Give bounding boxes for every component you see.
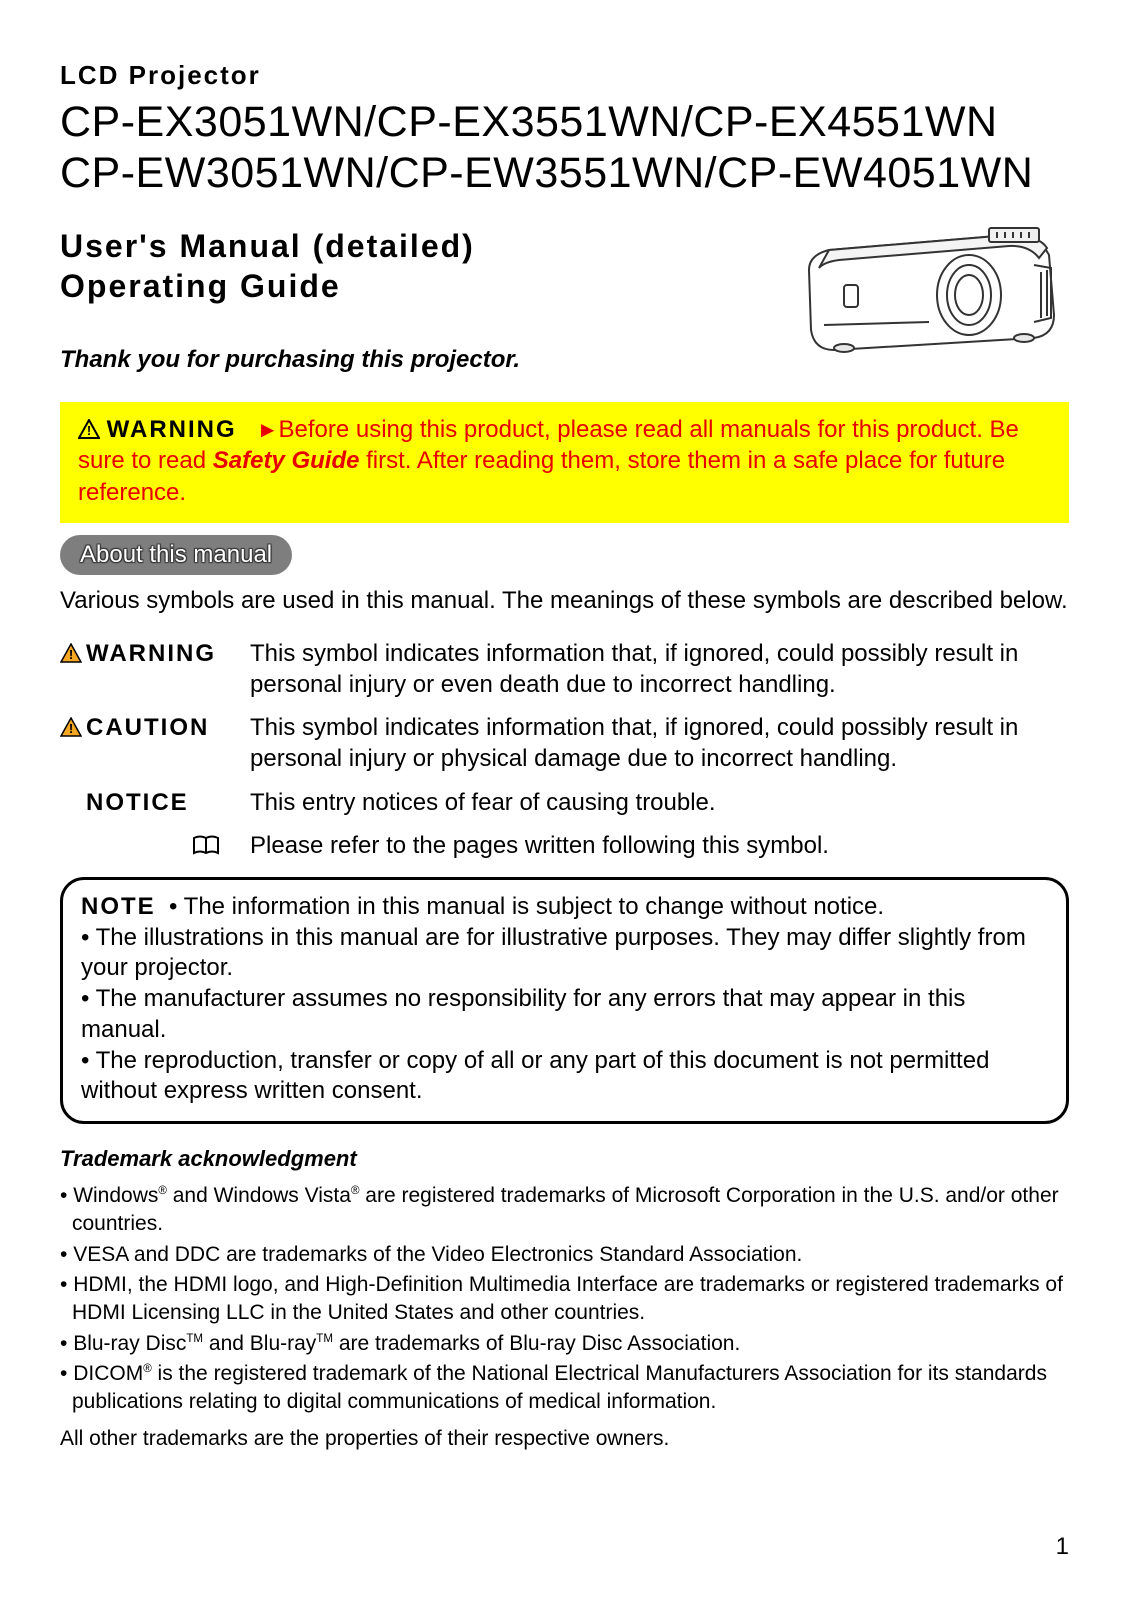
book-icon	[192, 832, 220, 859]
trademark-heading: Trademark acknowledgment	[60, 1146, 1069, 1172]
model-line-2: CP-EW3051WN/CP-EW3551WN/CP-EW4051WN	[60, 150, 1069, 197]
trademark-item: • Windows® and Windows Vista® are regist…	[60, 1182, 1069, 1239]
warning-label: WARNING	[107, 416, 237, 443]
page-number: 1	[1056, 1533, 1069, 1561]
about-manual-tab: About this manual	[60, 535, 292, 575]
warning-symbol-desc: This symbol indicates information that, …	[250, 638, 1069, 700]
symbol-row-caution: ! CAUTION This symbol indicates informat…	[60, 712, 1069, 774]
notice-symbol-label: NOTICE	[86, 787, 189, 818]
note-box: NOTE • The information in this manual is…	[60, 877, 1069, 1124]
note-item-0: The information in this manual is subjec…	[184, 893, 884, 920]
note-item-3: The reproduction, transfer or copy of al…	[81, 1047, 989, 1105]
warning-triangle-icon: !	[60, 638, 82, 669]
svg-text:!: !	[87, 423, 91, 438]
svg-text:!: !	[69, 721, 73, 736]
trademark-item: • DICOM® is the registered trademark of …	[60, 1360, 1069, 1417]
caution-symbol-label: CAUTION	[86, 712, 209, 743]
symbol-row-book: Please refer to the pages written follow…	[60, 830, 1069, 861]
trademark-item: • HDMI, the HDMI logo, and High-Definiti…	[60, 1271, 1069, 1328]
product-category: LCD Projector	[60, 60, 1069, 91]
warning-bold: Safety Guide	[213, 447, 360, 474]
symbol-row-warning: ! WARNING This symbol indicates informat…	[60, 638, 1069, 700]
caution-symbol-desc: This symbol indicates information that, …	[250, 712, 1069, 774]
notice-symbol-desc: This entry notices of fear of causing tr…	[250, 787, 1069, 818]
trademark-item: • VESA and DDC are trademarks of the Vid…	[60, 1241, 1069, 1269]
trademark-closing: All other trademarks are the properties …	[60, 1427, 1069, 1451]
symbol-definitions: ! WARNING This symbol indicates informat…	[60, 638, 1069, 861]
model-numbers: CP-EX3051WN/CP-EX3551WN/CP-EX4551WN CP-E…	[60, 99, 1069, 198]
projector-illustration	[789, 210, 1069, 370]
svg-text:!: !	[69, 647, 73, 662]
note-item-1: The illustrations in this manual are for…	[81, 924, 1026, 982]
note-label: NOTE	[81, 893, 156, 920]
trademark-list: • Windows® and Windows Vista® are regist…	[60, 1182, 1069, 1417]
intro-text: Various symbols are used in this manual.…	[60, 585, 1069, 616]
note-item-2: The manufacturer assumes no responsibili…	[81, 985, 965, 1043]
symbol-row-notice: NOTICE This entry notices of fear of cau…	[60, 787, 1069, 818]
arrow-icon: ►	[257, 417, 279, 442]
warning-symbol-label: WARNING	[86, 638, 216, 669]
book-symbol-desc: Please refer to the pages written follow…	[250, 830, 1069, 861]
warning-box: ! WARNING ►Before using this product, pl…	[60, 402, 1069, 523]
model-line-1: CP-EX3051WN/CP-EX3551WN/CP-EX4551WN	[60, 99, 1069, 146]
caution-triangle-icon: !	[60, 712, 82, 743]
warning-triangle-icon: !	[78, 416, 107, 443]
trademark-item: • Blu-ray DiscTM and Blu-rayTM are trade…	[60, 1330, 1069, 1358]
